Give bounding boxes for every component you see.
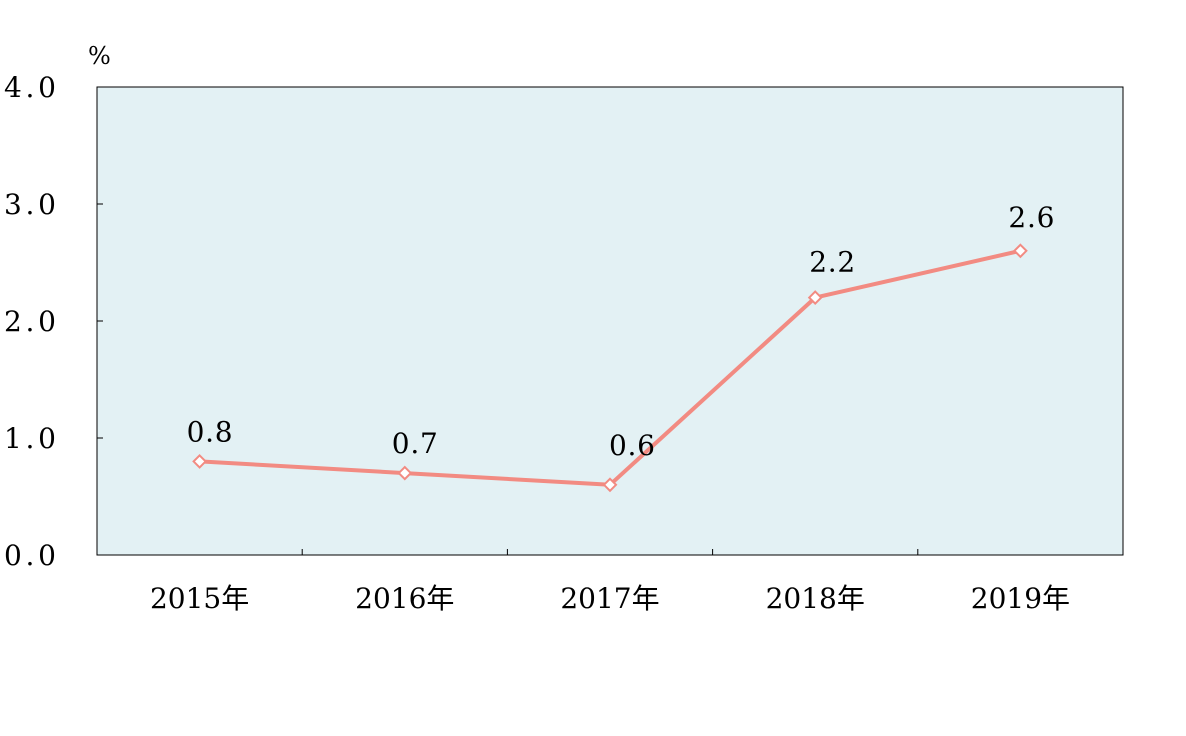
data-point-marker	[192, 453, 208, 469]
data-label: 2.2	[809, 246, 855, 279]
y-tick-label: 4.0	[4, 71, 56, 104]
y-tick-label: 1.0	[4, 422, 56, 455]
data-point-marker	[602, 477, 618, 493]
x-tick-label: 2017年	[560, 582, 659, 615]
markers	[192, 243, 1028, 493]
x-tick-label: 2016年	[355, 582, 454, 615]
data-label: 0.6	[609, 429, 655, 462]
y-tick-label: 0.0	[4, 539, 56, 572]
y-axis: 0.0 1.0 2.0 3.0 4.0	[4, 71, 103, 572]
data-labels: 0.8 0.7 0.6 2.2 2.6	[187, 201, 1055, 462]
data-point-marker	[397, 465, 413, 481]
data-label: 0.7	[392, 427, 438, 460]
x-tick-label: 2015年	[150, 582, 249, 615]
data-point-marker	[807, 290, 823, 306]
plot-area	[96, 86, 1124, 556]
y-tick-label: 3.0	[4, 188, 56, 221]
data-point-marker	[1012, 243, 1028, 259]
x-axis: 2015年 2016年 2017年 2018年 2019年	[150, 549, 1070, 615]
y-unit-label: %	[88, 42, 111, 70]
x-tick-label: 2018年	[766, 582, 865, 615]
y-tick-label: 2.0	[4, 305, 56, 338]
data-label: 2.6	[1008, 201, 1054, 234]
x-tick-label: 2019年	[971, 582, 1070, 615]
data-label: 0.8	[187, 415, 233, 448]
